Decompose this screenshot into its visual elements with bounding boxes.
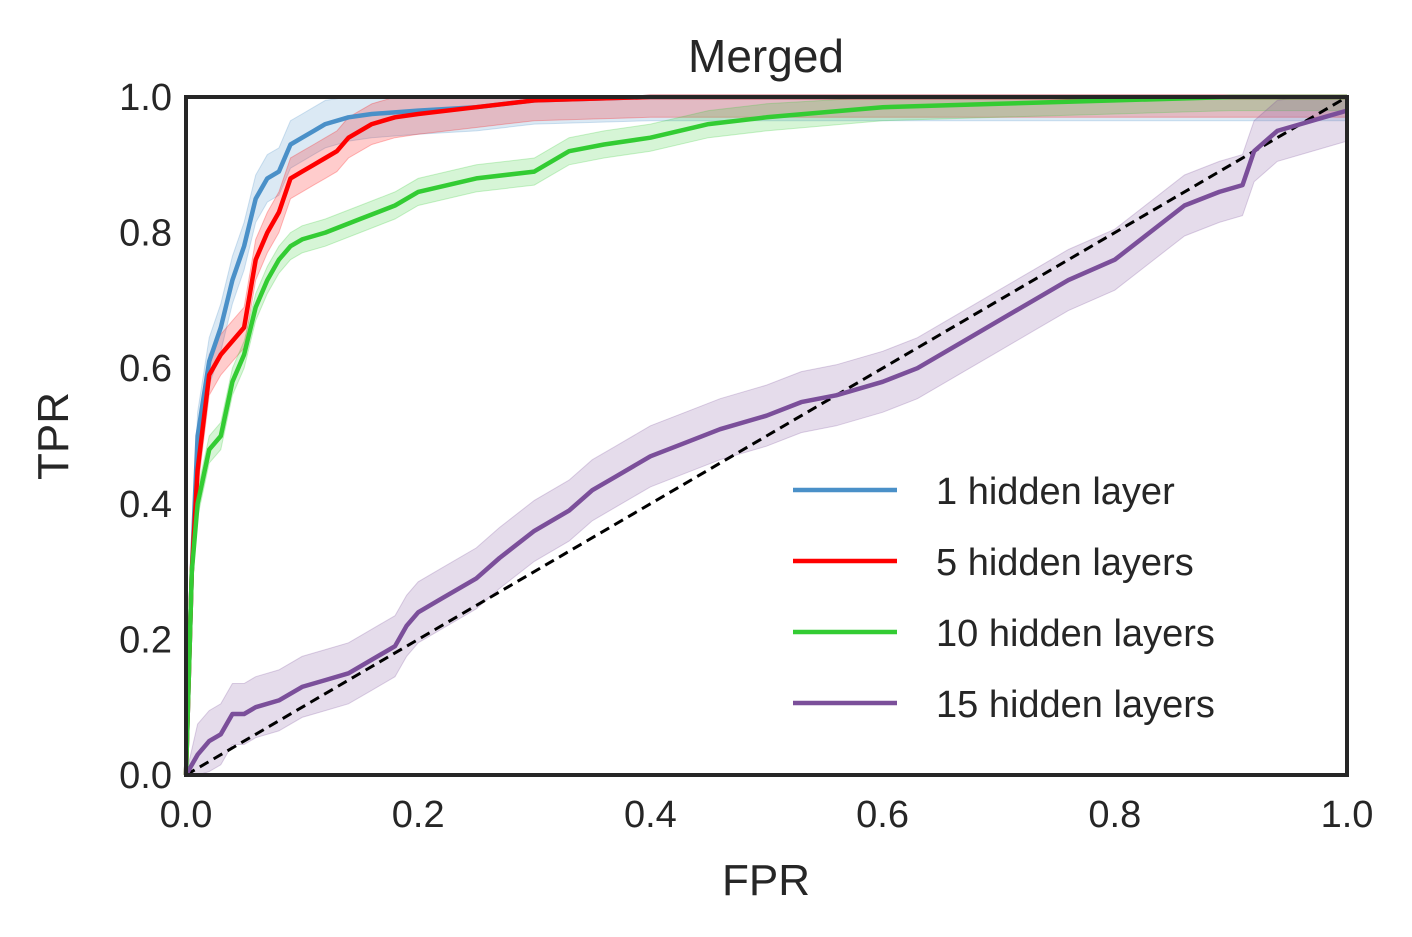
- x-tick-label: 1.0: [1321, 794, 1374, 836]
- chart-title: Merged: [688, 30, 844, 82]
- x-tick-label: 0.4: [624, 794, 677, 836]
- legend-label-1: 1 hidden layer: [936, 471, 1175, 513]
- y-tick-label: 1.0: [119, 77, 172, 119]
- legend-label-4: 15 hidden layers: [936, 684, 1215, 726]
- x-tick-label: 0.8: [1088, 794, 1141, 836]
- axis-ticks: 0.0 0.2 0.4 0.6 0.8 1.0 0.0 0.2 0.4 0.6 0.8 1.0: [119, 77, 1373, 836]
- plot-frame: [184, 95, 1349, 777]
- y-tick-label: 0.2: [119, 619, 172, 661]
- y-axis-label: TPR: [29, 392, 78, 480]
- y-tick-label: 0.0: [119, 755, 172, 797]
- series-line-3: [183, 94, 1347, 776]
- y-tick-label: 0.8: [119, 213, 172, 255]
- y-tick-label: 0.6: [119, 348, 172, 390]
- x-tick-label: 0.2: [392, 794, 445, 836]
- legend: 1 hidden layer 5 hidden layers 10 hidden l…: [793, 471, 1215, 726]
- x-tick-label: 0.6: [856, 794, 909, 836]
- y-tick-label: 0.4: [119, 484, 172, 526]
- x-tick-label: 0.0: [160, 794, 213, 836]
- series-lines: [183, 94, 1348, 777]
- legend-label-2: 5 hidden layers: [936, 542, 1194, 584]
- legend-label-3: 10 hidden layers: [936, 613, 1215, 655]
- series-line-2: [183, 94, 1347, 776]
- series-line-4: [184, 108, 1348, 777]
- x-axis-label: FPR: [722, 856, 810, 905]
- chance-diagonal-line: [185, 95, 1348, 777]
